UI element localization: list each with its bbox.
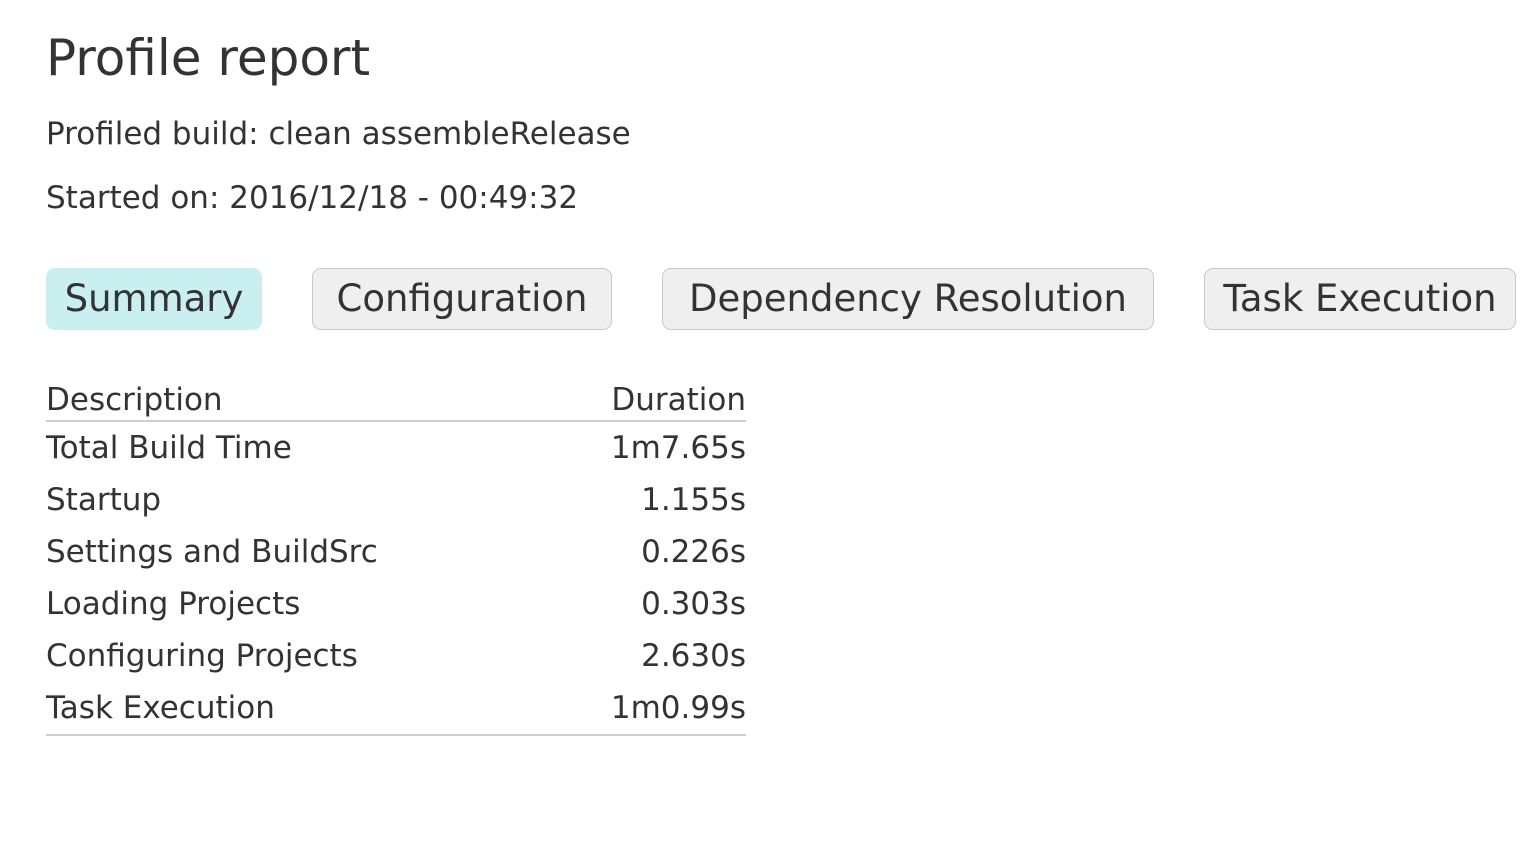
description-column-header: Description — [46, 378, 544, 422]
summary-table: Description Duration Total Build Time 1m… — [46, 378, 746, 736]
table-header-row: Description Duration — [46, 378, 746, 422]
tab-bar: Summary Configuration Dependency Resolut… — [46, 268, 1516, 332]
tab-summary[interactable]: Summary — [46, 268, 262, 330]
row-duration: 1m0.99s — [543, 682, 746, 736]
row-description: Total Build Time — [46, 430, 292, 466]
started-on-text: Started on: 2016/12/18 - 00:49:32 — [46, 180, 579, 216]
row-description: Settings and BuildSrc — [46, 534, 378, 570]
row-duration: 0.303s — [641, 586, 746, 622]
table-row: Settings and BuildSrc 0.226s — [46, 526, 746, 578]
row-duration: 1.155s — [641, 482, 746, 518]
table-row: Total Build Time 1m7.65s — [46, 421, 746, 474]
duration-column-header: Duration — [543, 378, 746, 422]
row-duration: 1m7.65s — [610, 430, 746, 466]
row-description: Loading Projects — [46, 586, 301, 622]
row-description: Task Execution — [46, 682, 544, 736]
tab-dependency-resolution[interactable]: Dependency Resolution — [662, 268, 1154, 330]
row-description: Configuring Projects — [46, 638, 358, 674]
table-row: Configuring Projects 2.630s — [46, 630, 746, 682]
row-duration: 2.630s — [641, 638, 746, 674]
tab-configuration[interactable]: Configuration — [312, 268, 612, 330]
profiled-build-text: Profiled build: clean assembleRelease — [46, 116, 631, 152]
row-description: Startup — [46, 482, 162, 518]
table-row: Task Execution 1m0.99s — [46, 682, 746, 736]
row-duration: 0.226s — [641, 534, 746, 570]
table-row: Startup 1.155s — [46, 474, 746, 526]
page-title: Profile report — [46, 29, 371, 87]
table-row: Loading Projects 0.303s — [46, 578, 746, 630]
tab-task-execution[interactable]: Task Execution — [1204, 268, 1516, 330]
